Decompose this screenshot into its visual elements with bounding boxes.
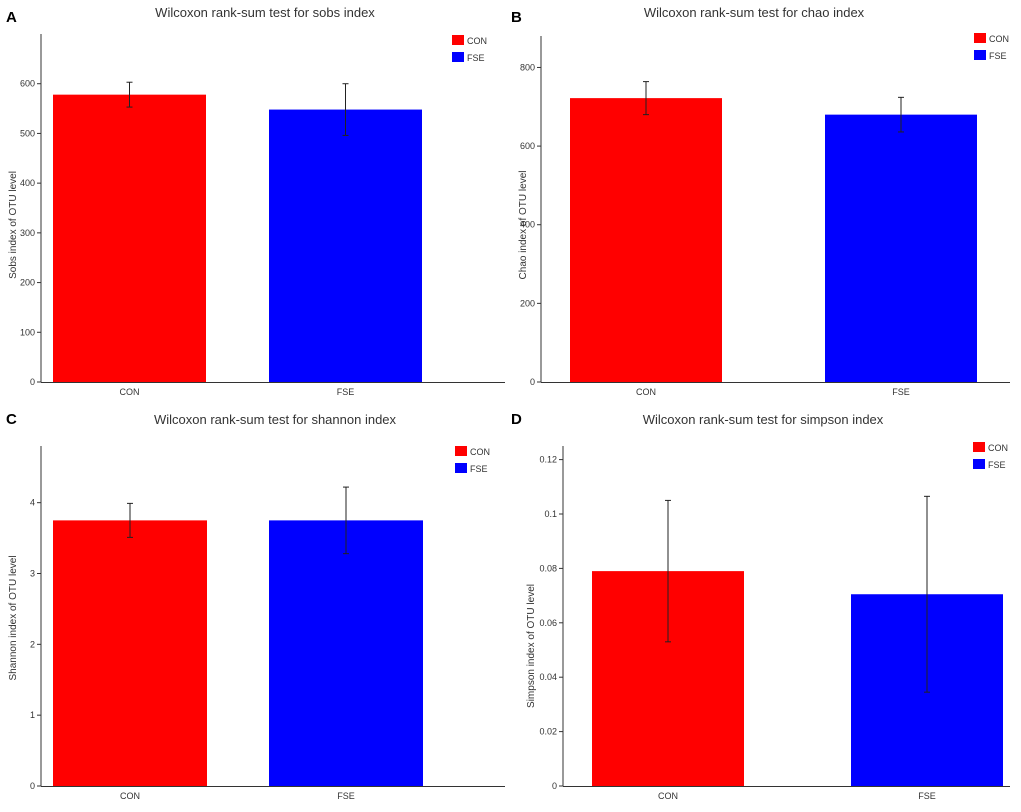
- bar-con: [570, 98, 722, 382]
- y-tick-label: 800: [520, 62, 535, 72]
- legend-swatch-con: [452, 35, 464, 45]
- y-axis-label: Shannon index of OTU level: [8, 555, 19, 680]
- x-tick-label: FSE: [337, 387, 355, 397]
- y-tick-label: 2: [30, 639, 35, 649]
- legend-label-fse: FSE: [470, 464, 488, 474]
- chart-title: Wilcoxon rank-sum test for sobs index: [155, 5, 375, 20]
- y-tick-label: 100: [20, 327, 35, 337]
- x-tick-label: FSE: [337, 791, 355, 801]
- chart-title: Wilcoxon rank-sum test for simpson index: [643, 412, 884, 427]
- y-axis-label: Simpson index of OTU level: [526, 584, 537, 708]
- y-tick-label: 1: [30, 710, 35, 720]
- panel-b: B Wilcoxon rank-sum test for chao index …: [510, 0, 1021, 406]
- x-tick-label: CON: [120, 791, 140, 801]
- x-tick-label: FSE: [892, 387, 910, 397]
- x-tick-label: CON: [120, 387, 140, 397]
- panel-a: A Wilcoxon rank-sum test for sobs index …: [0, 0, 510, 406]
- y-tick-label: 300: [20, 228, 35, 238]
- panel-d: D Wilcoxon rank-sum test for simpson ind…: [510, 406, 1021, 812]
- bar-fse: [269, 520, 423, 786]
- legend-swatch-con: [455, 446, 467, 456]
- chart-a: A Wilcoxon rank-sum test for sobs index …: [6, 5, 505, 397]
- panel-label: D: [511, 411, 522, 428]
- chart-title: Wilcoxon rank-sum test for shannon index: [154, 412, 397, 427]
- y-tick-label: 4: [30, 498, 35, 508]
- y-tick-label: 0.08: [539, 563, 557, 573]
- bar-con: [53, 520, 207, 786]
- x-tick-label: CON: [636, 387, 656, 397]
- y-tick-label: 0: [552, 781, 557, 791]
- legend-label-fse: FSE: [467, 53, 485, 63]
- y-tick-label: 0: [30, 377, 35, 387]
- bar-fse: [269, 109, 422, 383]
- chart-d: D Wilcoxon rank-sum test for simpson ind…: [511, 411, 1010, 801]
- y-tick-label: 0: [530, 377, 535, 387]
- y-tick-label: 3: [30, 569, 35, 579]
- legend-label-con: CON: [989, 34, 1009, 44]
- x-tick-label: CON: [658, 791, 678, 801]
- y-tick-label: 0.1: [544, 509, 557, 519]
- panel-label: A: [6, 9, 17, 26]
- legend-label-con: CON: [470, 447, 490, 457]
- legend-label-fse: FSE: [988, 460, 1006, 470]
- legend-swatch-con: [973, 442, 985, 452]
- bar-con: [53, 94, 206, 382]
- legend-swatch-fse: [973, 459, 985, 469]
- y-tick-label: 0.12: [539, 455, 557, 465]
- legend-swatch-con: [974, 33, 986, 43]
- panel-label: B: [511, 9, 522, 26]
- panel-c: C Wilcoxon rank-sum test for shannon ind…: [0, 406, 510, 812]
- chart-title: Wilcoxon rank-sum test for chao index: [644, 5, 865, 20]
- y-tick-label: 0.04: [539, 672, 557, 682]
- y-axis-label: Chao index of OTU level: [518, 171, 529, 280]
- panel-label: C: [6, 411, 17, 428]
- y-tick-label: 600: [520, 141, 535, 151]
- legend-swatch-fse: [452, 52, 464, 62]
- y-tick-label: 400: [520, 220, 535, 230]
- chart-b: B Wilcoxon rank-sum test for chao index …: [511, 5, 1010, 397]
- y-tick-label: 0: [30, 781, 35, 791]
- legend-swatch-fse: [974, 50, 986, 60]
- x-tick-label: FSE: [918, 791, 936, 801]
- y-tick-label: 0.06: [539, 618, 557, 628]
- legend-label-con: CON: [988, 443, 1008, 453]
- legend-label-fse: FSE: [989, 51, 1007, 61]
- y-tick-label: 500: [20, 128, 35, 138]
- legend-label-con: CON: [467, 36, 487, 46]
- chart-c: C Wilcoxon rank-sum test for shannon ind…: [6, 411, 505, 801]
- y-tick-label: 600: [20, 79, 35, 89]
- y-tick-label: 0.02: [539, 727, 557, 737]
- y-tick-label: 200: [20, 278, 35, 288]
- bar-fse: [825, 114, 977, 383]
- y-axis-label: Sobs index of OTU level: [8, 171, 19, 279]
- y-tick-label: 400: [20, 178, 35, 188]
- legend-swatch-fse: [455, 463, 467, 473]
- y-tick-label: 200: [520, 298, 535, 308]
